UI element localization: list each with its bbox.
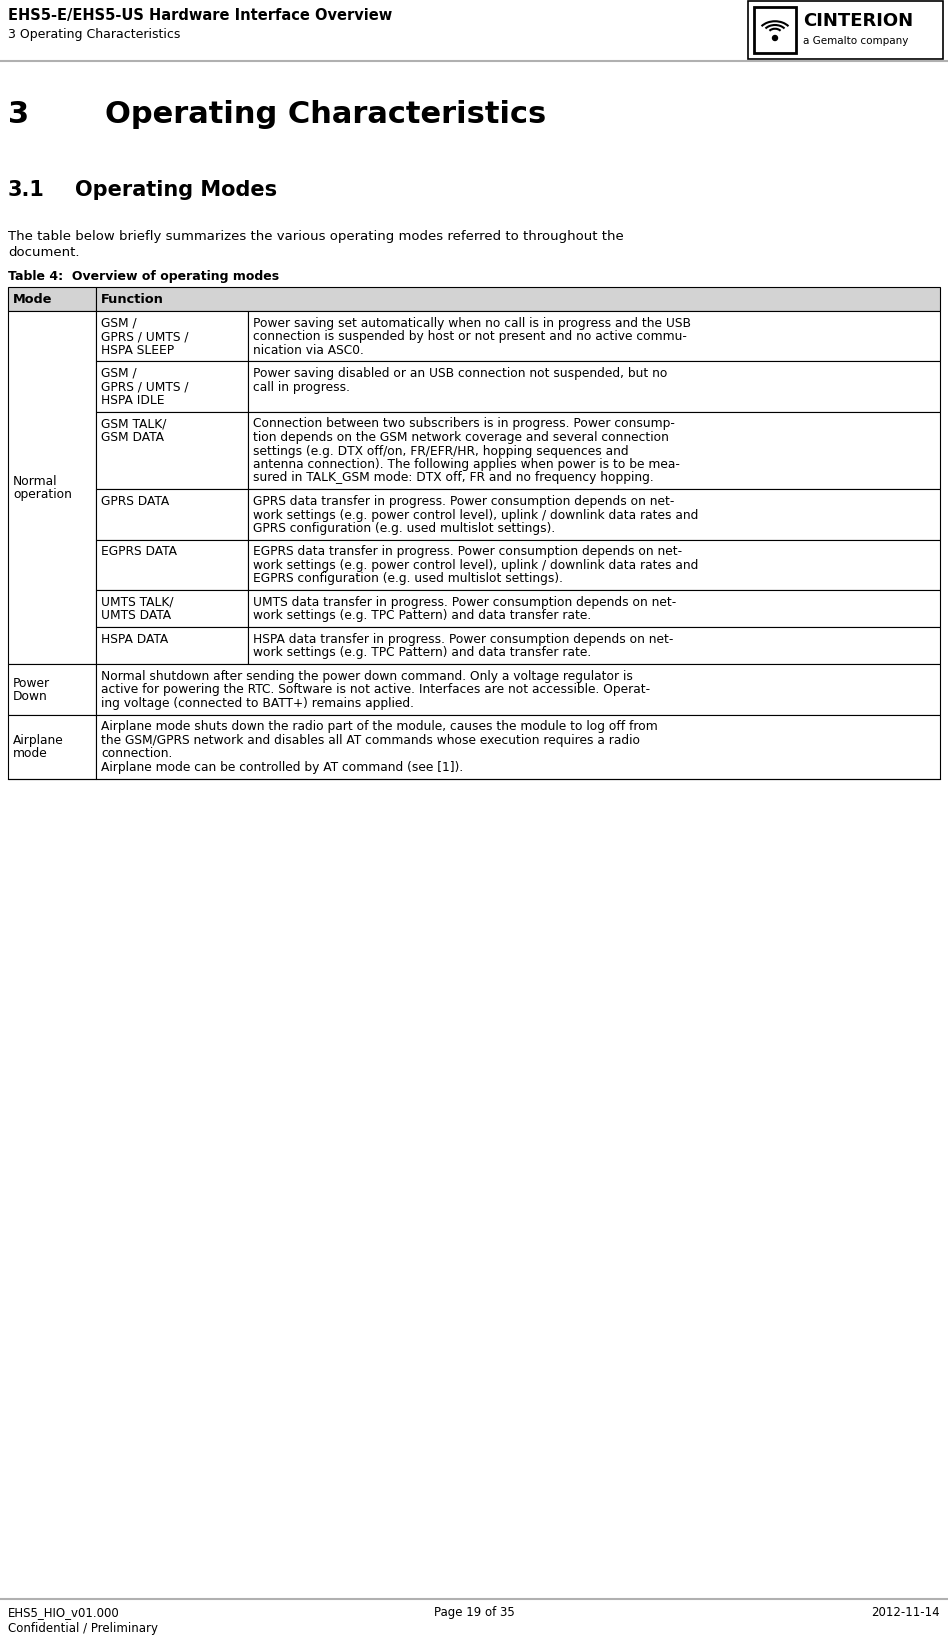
Text: the GSM/GPRS network and disables all AT commands whose execution requires a rad: the GSM/GPRS network and disables all AT… bbox=[101, 734, 640, 746]
Bar bbox=[96, 311, 248, 362]
Text: The table below briefly summarizes the various operating modes referred to throu: The table below briefly summarizes the v… bbox=[8, 229, 624, 243]
Text: EGPRS DATA: EGPRS DATA bbox=[101, 546, 177, 559]
Bar bbox=[96, 664, 940, 715]
Bar bbox=[8, 715, 96, 779]
Text: a Gemalto company: a Gemalto company bbox=[803, 36, 908, 46]
Text: document.: document. bbox=[8, 246, 80, 259]
Bar bbox=[748, 2, 943, 61]
Text: GSM /: GSM / bbox=[101, 316, 137, 329]
Text: 3 Operating Characteristics: 3 Operating Characteristics bbox=[8, 28, 180, 41]
Text: Normal shutdown after sending the power down command. Only a voltage regulator i: Normal shutdown after sending the power … bbox=[101, 670, 633, 682]
Bar bbox=[248, 311, 940, 362]
Text: Airplane mode can be controlled by AT command (see [1]).: Airplane mode can be controlled by AT co… bbox=[101, 760, 464, 774]
Text: CINTERION: CINTERION bbox=[803, 11, 913, 30]
Text: call in progress.: call in progress. bbox=[253, 380, 350, 393]
Text: Airplane mode shuts down the radio part of the module, causes the module to log : Airplane mode shuts down the radio part … bbox=[101, 720, 658, 733]
Bar bbox=[96, 413, 248, 490]
Text: GSM TALK/: GSM TALK/ bbox=[101, 418, 167, 429]
Text: Mode: Mode bbox=[13, 293, 52, 306]
Text: Power saving set automatically when no call is in progress and the USB: Power saving set automatically when no c… bbox=[253, 316, 691, 329]
Text: connection.: connection. bbox=[101, 747, 173, 760]
Text: tion depends on the GSM network coverage and several connection: tion depends on the GSM network coverage… bbox=[253, 431, 669, 444]
Bar bbox=[8, 311, 96, 664]
Text: 3: 3 bbox=[8, 100, 29, 129]
Text: connection is suspended by host or not present and no active commu-: connection is suspended by host or not p… bbox=[253, 329, 687, 343]
Text: Page 19 of 35: Page 19 of 35 bbox=[433, 1605, 515, 1618]
Text: HSPA IDLE: HSPA IDLE bbox=[101, 393, 165, 406]
Text: Function: Function bbox=[101, 293, 164, 306]
Bar bbox=[248, 490, 940, 541]
Text: GPRS configuration (e.g. used multislot settings).: GPRS configuration (e.g. used multislot … bbox=[253, 521, 556, 534]
Bar bbox=[8, 288, 96, 311]
Text: UMTS data transfer in progress. Power consumption depends on net-: UMTS data transfer in progress. Power co… bbox=[253, 595, 676, 608]
Text: Power: Power bbox=[13, 677, 50, 690]
Bar bbox=[248, 590, 940, 628]
Text: operation: operation bbox=[13, 488, 72, 502]
Bar bbox=[96, 541, 248, 590]
Text: GPRS data transfer in progress. Power consumption depends on net-: GPRS data transfer in progress. Power co… bbox=[253, 495, 674, 508]
Text: GPRS / UMTS /: GPRS / UMTS / bbox=[101, 380, 189, 393]
Text: work settings (e.g. power control level), uplink / downlink data rates and: work settings (e.g. power control level)… bbox=[253, 559, 699, 572]
Text: HSPA SLEEP: HSPA SLEEP bbox=[101, 343, 174, 356]
Bar bbox=[8, 664, 96, 715]
Bar bbox=[248, 362, 940, 413]
Circle shape bbox=[773, 36, 777, 41]
Text: EGPRS configuration (e.g. used multislot settings).: EGPRS configuration (e.g. used multislot… bbox=[253, 572, 563, 585]
Text: GSM DATA: GSM DATA bbox=[101, 431, 164, 444]
Bar bbox=[248, 541, 940, 590]
Text: GPRS DATA: GPRS DATA bbox=[101, 495, 170, 508]
Text: nication via ASC0.: nication via ASC0. bbox=[253, 343, 364, 356]
Bar bbox=[96, 288, 940, 311]
Bar bbox=[96, 715, 940, 779]
Text: Operating Modes: Operating Modes bbox=[75, 180, 277, 200]
Text: EHS5-E/EHS5-US Hardware Interface Overview: EHS5-E/EHS5-US Hardware Interface Overvi… bbox=[8, 8, 392, 23]
Text: Table 4:  Overview of operating modes: Table 4: Overview of operating modes bbox=[8, 270, 279, 284]
Text: work settings (e.g. TPC Pattern) and data transfer rate.: work settings (e.g. TPC Pattern) and dat… bbox=[253, 646, 592, 659]
Text: HSPA DATA: HSPA DATA bbox=[101, 633, 168, 646]
Text: UMTS TALK/: UMTS TALK/ bbox=[101, 595, 173, 608]
Bar bbox=[96, 490, 248, 541]
Text: ing voltage (connected to BATT+) remains applied.: ing voltage (connected to BATT+) remains… bbox=[101, 697, 414, 710]
Bar bbox=[754, 8, 796, 54]
Text: EHS5_HIO_v01.000: EHS5_HIO_v01.000 bbox=[8, 1605, 119, 1618]
Text: HSPA data transfer in progress. Power consumption depends on net-: HSPA data transfer in progress. Power co… bbox=[253, 633, 673, 646]
Text: antenna connection). The following applies when power is to be mea-: antenna connection). The following appli… bbox=[253, 457, 680, 470]
Text: sured in TALK_GSM mode: DTX off, FR and no frequency hopping.: sured in TALK_GSM mode: DTX off, FR and … bbox=[253, 472, 654, 484]
Text: Power saving disabled or an USB connection not suspended, but no: Power saving disabled or an USB connecti… bbox=[253, 367, 667, 380]
Text: Down: Down bbox=[13, 690, 47, 703]
Text: 2012-11-14: 2012-11-14 bbox=[871, 1605, 940, 1618]
Text: EGPRS data transfer in progress. Power consumption depends on net-: EGPRS data transfer in progress. Power c… bbox=[253, 546, 683, 559]
Text: mode: mode bbox=[13, 747, 47, 760]
Bar bbox=[96, 590, 248, 628]
Text: work settings (e.g. power control level), uplink / downlink data rates and: work settings (e.g. power control level)… bbox=[253, 508, 699, 521]
Text: work settings (e.g. TPC Pattern) and data transfer rate.: work settings (e.g. TPC Pattern) and dat… bbox=[253, 610, 592, 623]
Text: GSM /: GSM / bbox=[101, 367, 137, 380]
Bar bbox=[248, 628, 940, 664]
Bar bbox=[248, 413, 940, 490]
Text: Normal: Normal bbox=[13, 474, 58, 487]
Bar bbox=[96, 362, 248, 413]
Text: Operating Characteristics: Operating Characteristics bbox=[105, 100, 546, 129]
Text: active for powering the RTC. Software is not active. Interfaces are not accessib: active for powering the RTC. Software is… bbox=[101, 683, 650, 697]
Text: Connection between two subscribers is in progress. Power consump-: Connection between two subscribers is in… bbox=[253, 418, 675, 429]
Text: Confidential / Preliminary: Confidential / Preliminary bbox=[8, 1621, 158, 1634]
Text: GPRS / UMTS /: GPRS / UMTS / bbox=[101, 329, 189, 343]
Text: 3.1: 3.1 bbox=[8, 180, 45, 200]
Text: UMTS DATA: UMTS DATA bbox=[101, 610, 172, 623]
Text: Airplane: Airplane bbox=[13, 734, 64, 746]
Text: settings (e.g. DTX off/on, FR/EFR/HR, hopping sequences and: settings (e.g. DTX off/on, FR/EFR/HR, ho… bbox=[253, 444, 629, 457]
Bar bbox=[96, 628, 248, 664]
